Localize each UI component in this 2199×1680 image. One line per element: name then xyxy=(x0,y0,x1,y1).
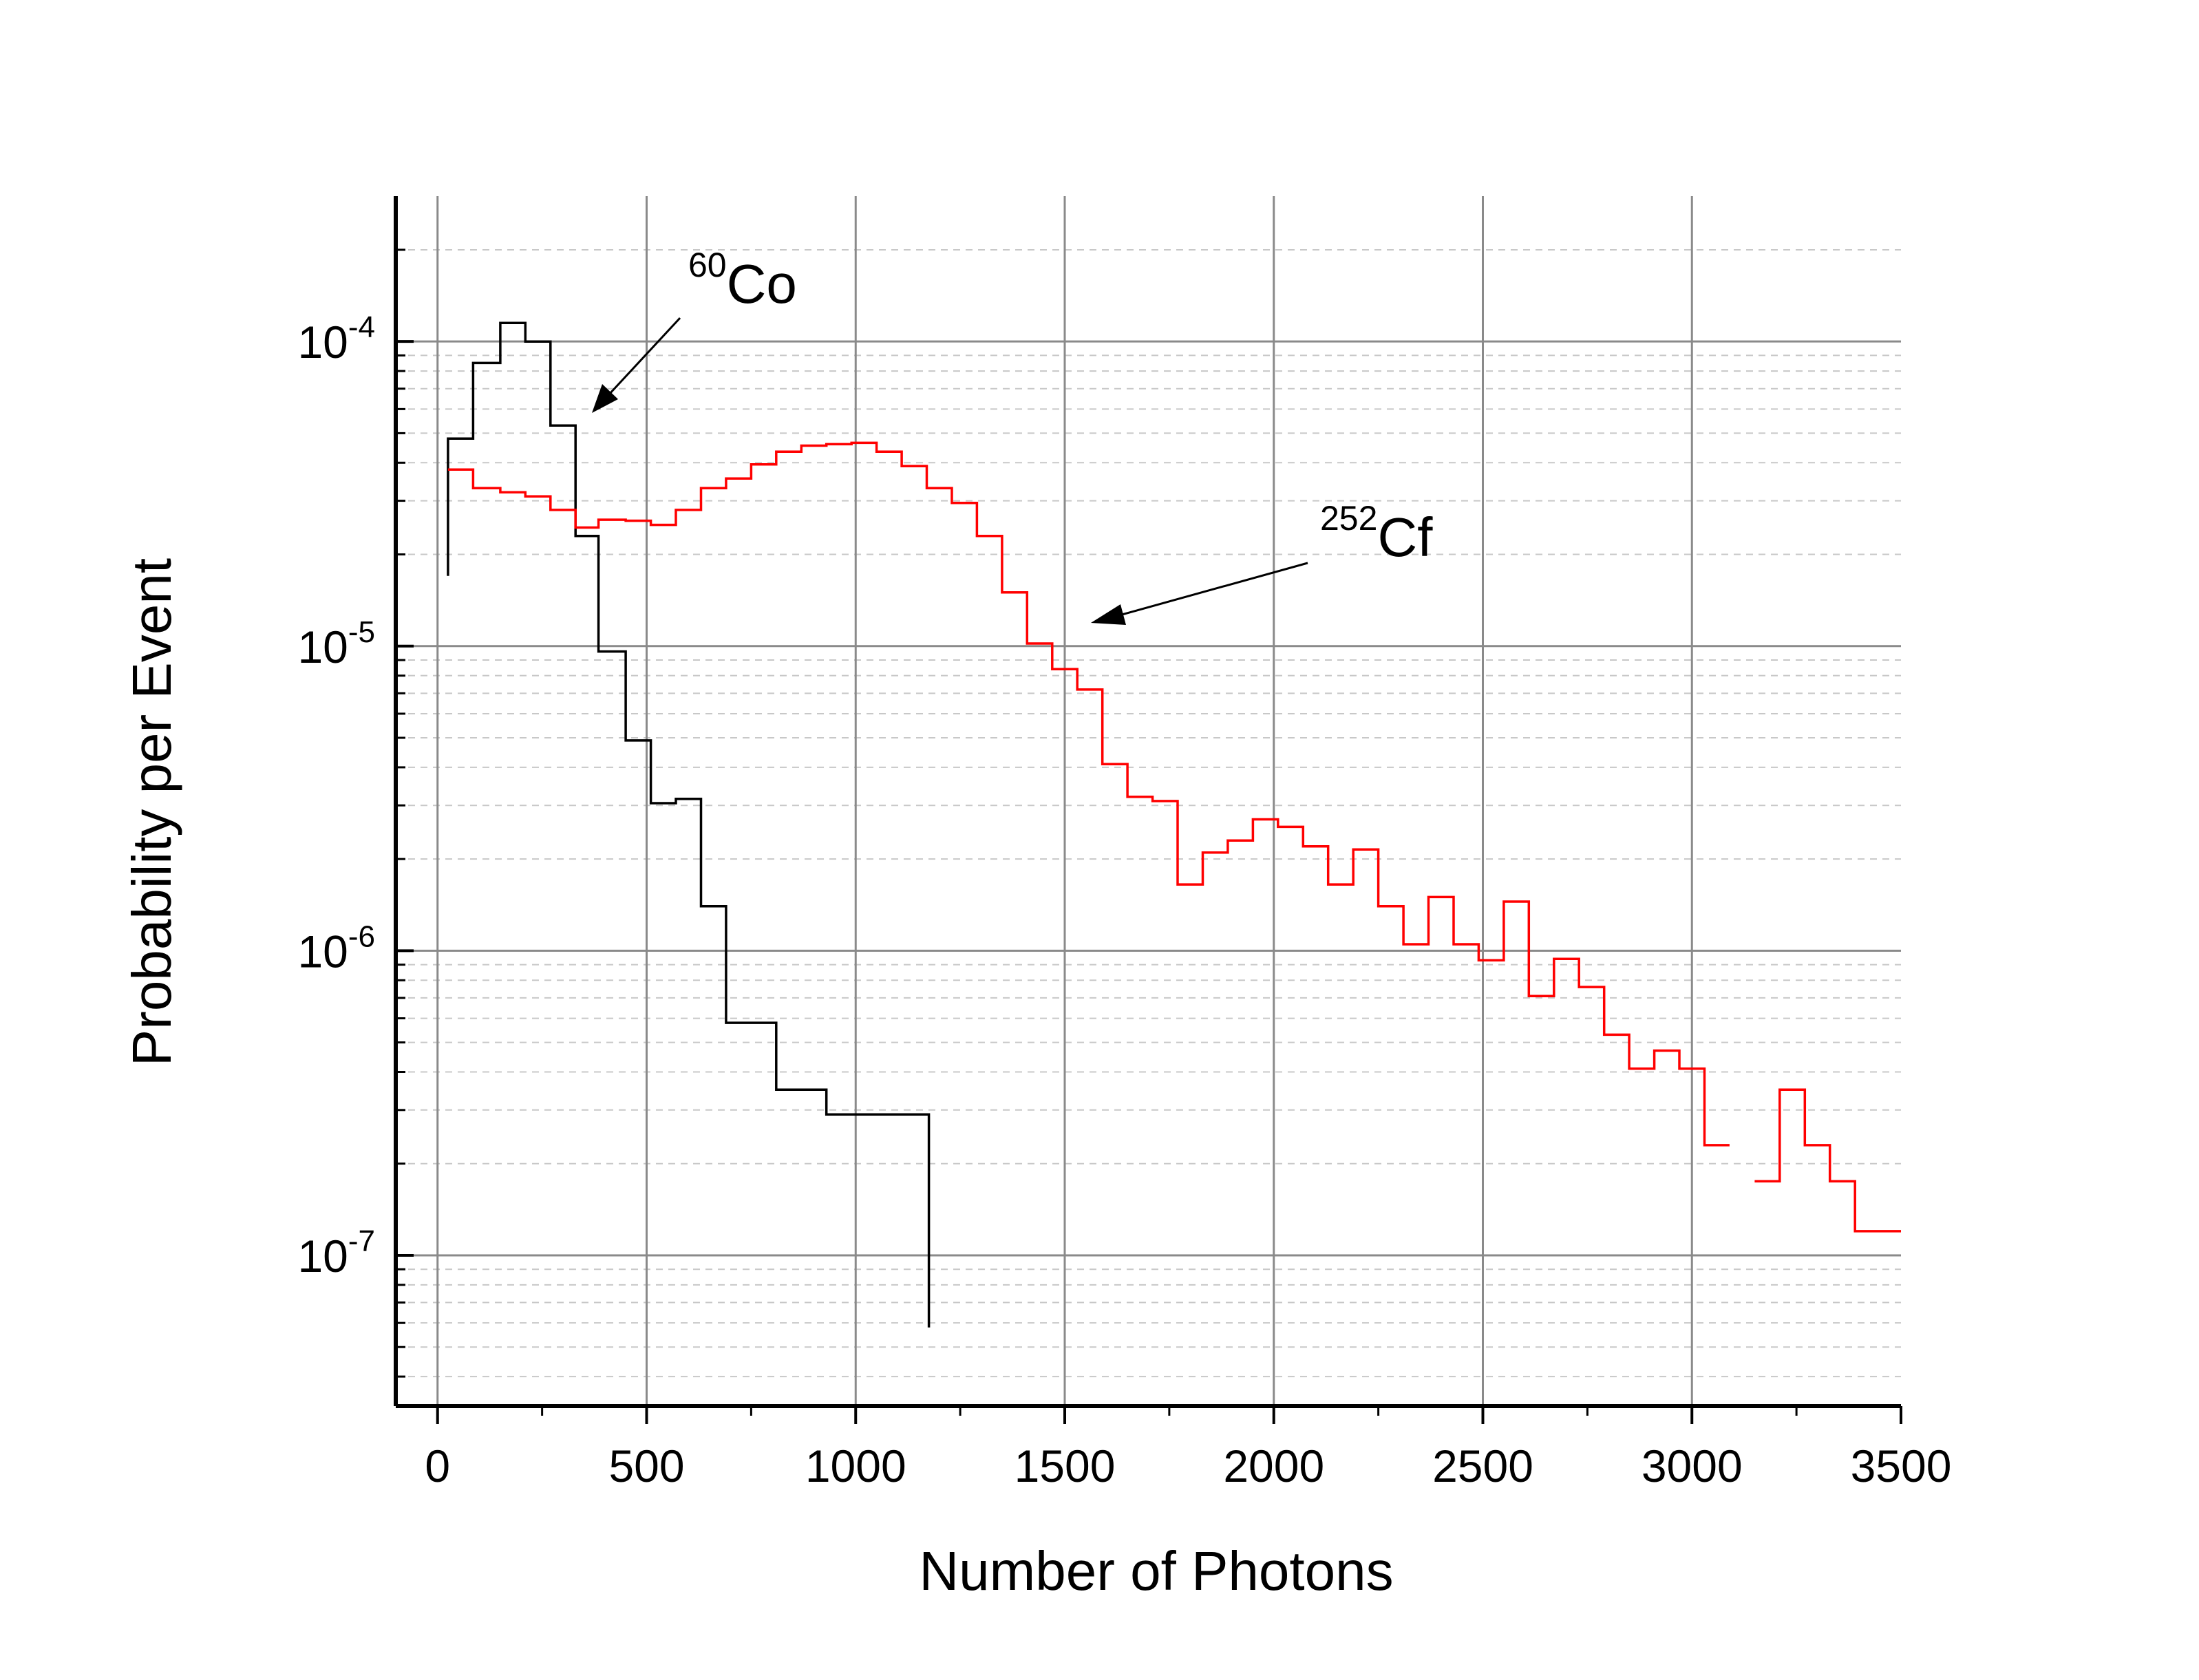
series-line-co xyxy=(447,321,931,1328)
series-line-cf xyxy=(447,441,1901,1233)
y-tick-label: 10-4 xyxy=(297,310,375,368)
y-tick-label: 10-6 xyxy=(297,919,375,977)
y-tick-label-exp: -7 xyxy=(348,1224,375,1258)
y-tick-label: 10-5 xyxy=(297,615,375,672)
x-tick-label: 2500 xyxy=(1432,1440,1533,1491)
label-layer: 10-710-610-510-40 500 1000 1500 2000 2500 3000… xyxy=(297,310,1951,1491)
series-layer xyxy=(447,321,1901,1328)
y-tick-label-base: 10 xyxy=(297,317,348,368)
y-tick-label-base: 10 xyxy=(297,1231,348,1282)
x-tick-label: 3500 xyxy=(1851,1440,1952,1491)
co-annotation-base: Co xyxy=(727,253,797,315)
cf-annotation-label: 252Cf xyxy=(1320,499,1433,568)
cf-annotation-base: Cf xyxy=(1377,507,1433,568)
x-tick-label: 0 xyxy=(425,1440,450,1491)
co-annotation-sup: 60 xyxy=(688,246,727,284)
y-tick-label-base: 10 xyxy=(297,926,348,977)
y-tick-label-exp: -4 xyxy=(348,310,375,344)
x-axis-title: Number of Photons xyxy=(919,1540,1393,1602)
y-tick-label-base: 10 xyxy=(297,621,348,672)
x-tick-label: 1000 xyxy=(805,1440,906,1491)
axis-layer xyxy=(394,196,1902,1424)
y-tick-label-exp: -5 xyxy=(348,615,375,649)
series-co xyxy=(447,321,931,1328)
series-cf xyxy=(447,441,1901,1233)
y-tick-label: 10-7 xyxy=(297,1224,375,1282)
cf-annotation-sup: 252 xyxy=(1320,499,1377,538)
x-tick-label: 2000 xyxy=(1223,1440,1324,1491)
co-annotation-arrowhead xyxy=(592,384,618,413)
x-tick-label: 3000 xyxy=(1642,1440,1743,1491)
co-annotation-arrow-line xyxy=(608,317,681,396)
x-tick-label: 500 xyxy=(608,1440,684,1491)
cf-annotation-arrowhead xyxy=(1091,604,1126,625)
y-axis-title: Probability per Event xyxy=(121,558,182,1066)
annotations: 60Co 252Cf xyxy=(592,246,1433,625)
y-tick-label-exp: -6 xyxy=(348,919,375,953)
grid-layer xyxy=(396,196,1901,1406)
x-tick-label: 1500 xyxy=(1014,1440,1116,1491)
cf-annotation-arrow-line xyxy=(1121,562,1308,616)
co-annotation-label: 60Co xyxy=(688,246,797,315)
